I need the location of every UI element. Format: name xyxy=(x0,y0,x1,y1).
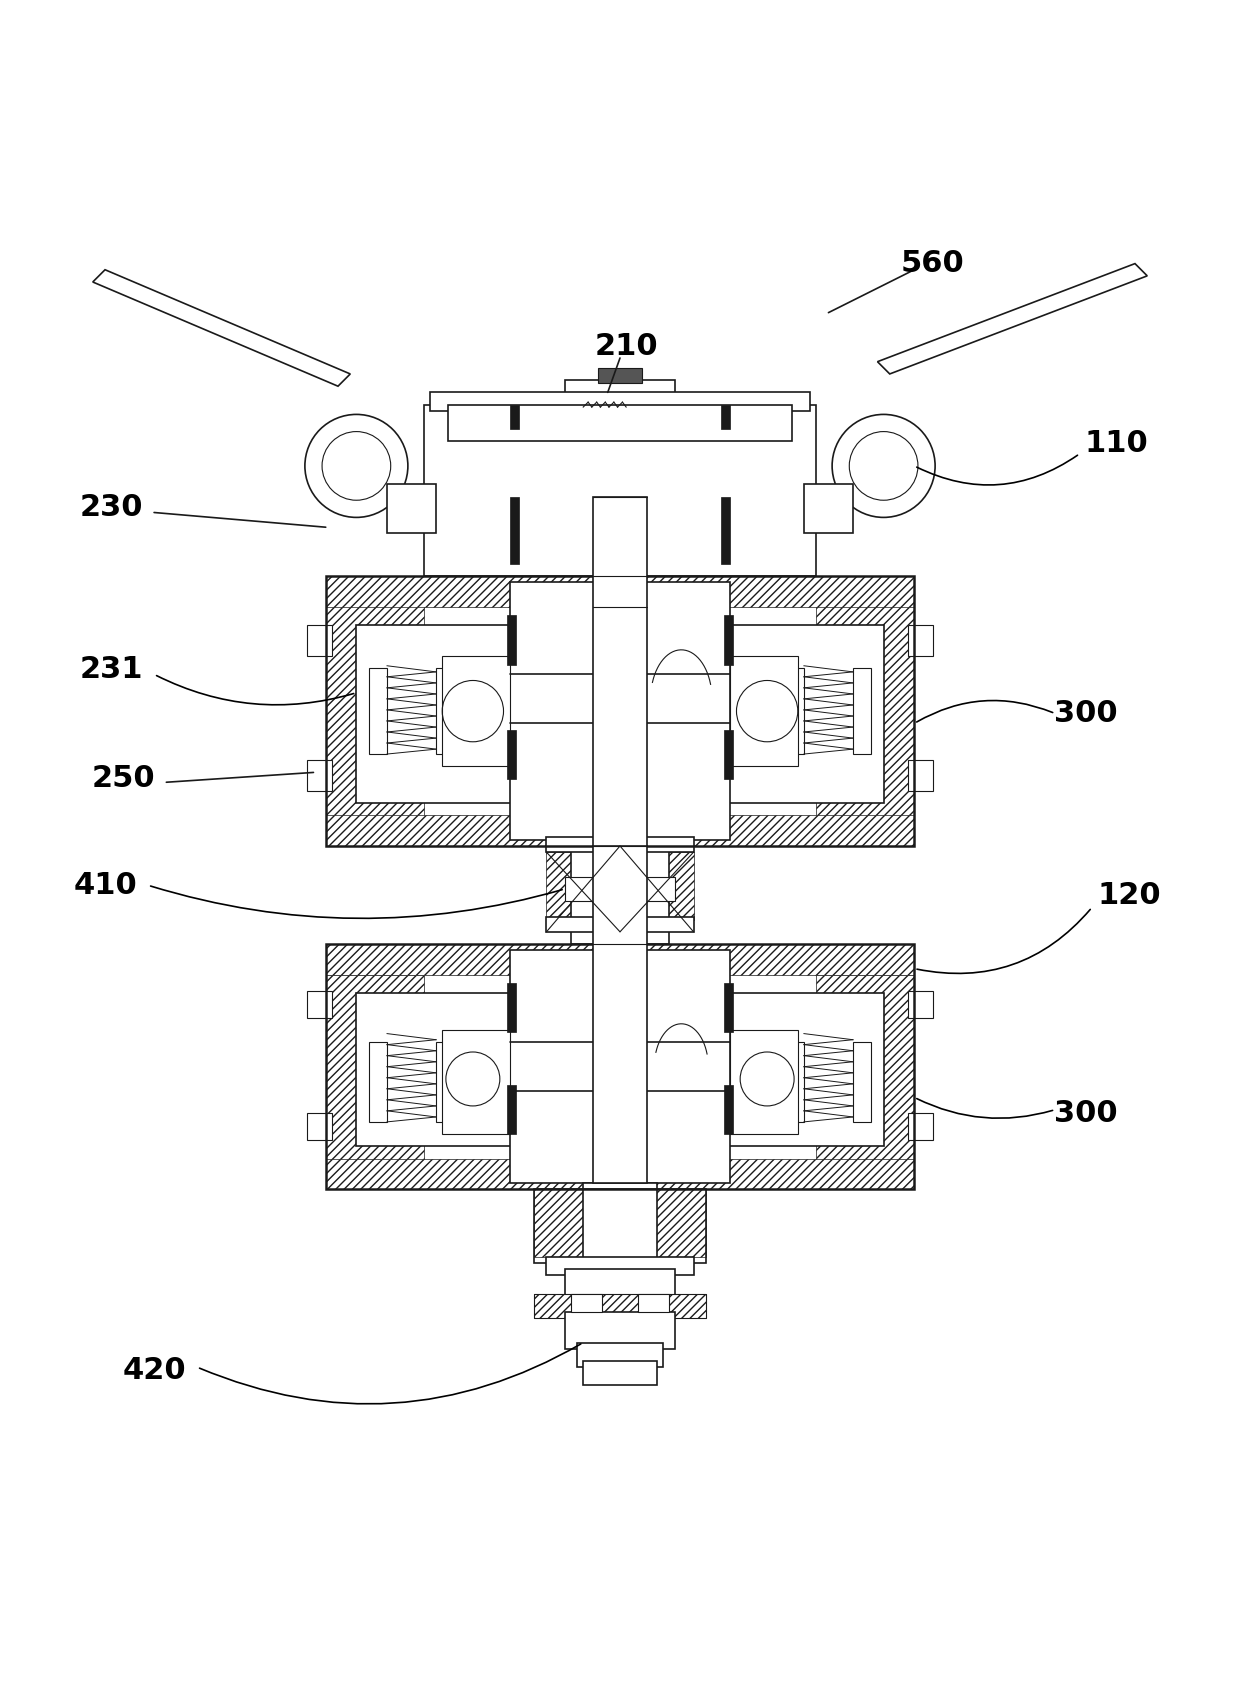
Bar xyxy=(724,983,733,1032)
Bar xyxy=(326,577,914,607)
Bar xyxy=(368,1042,387,1122)
Bar xyxy=(908,1113,932,1140)
Bar xyxy=(565,1311,675,1349)
Bar xyxy=(308,626,332,656)
Bar xyxy=(785,668,804,755)
Bar xyxy=(510,582,730,839)
Bar xyxy=(507,1085,516,1134)
Bar xyxy=(326,577,424,846)
Bar xyxy=(510,951,730,1183)
Bar xyxy=(724,1085,733,1134)
Bar xyxy=(816,975,914,1189)
Text: 230: 230 xyxy=(79,492,143,523)
Bar xyxy=(908,626,932,656)
Bar xyxy=(645,876,675,902)
Bar xyxy=(387,484,436,533)
Bar xyxy=(853,1042,872,1122)
Bar xyxy=(443,656,510,766)
Bar xyxy=(510,496,520,563)
Bar xyxy=(368,668,387,755)
Bar xyxy=(326,944,914,975)
Polygon shape xyxy=(878,264,1147,374)
Bar xyxy=(785,1042,804,1122)
Polygon shape xyxy=(93,269,350,386)
Bar xyxy=(570,1293,601,1311)
Bar xyxy=(547,838,693,853)
Bar xyxy=(308,760,332,790)
Bar xyxy=(430,393,810,411)
Text: 300: 300 xyxy=(1054,1098,1117,1129)
Bar xyxy=(720,496,730,563)
Bar xyxy=(724,616,733,665)
Text: 110: 110 xyxy=(1085,430,1148,459)
Bar xyxy=(326,577,914,846)
Bar xyxy=(436,1042,455,1122)
Bar xyxy=(534,1293,706,1318)
Bar xyxy=(583,1360,657,1386)
Bar xyxy=(326,975,424,1189)
Text: 231: 231 xyxy=(79,655,143,684)
Bar xyxy=(443,1030,510,1134)
Text: 120: 120 xyxy=(1097,880,1161,910)
Bar xyxy=(356,626,528,804)
Text: 250: 250 xyxy=(92,765,155,794)
Bar xyxy=(570,839,670,944)
Bar xyxy=(308,1113,332,1140)
Bar xyxy=(639,1293,670,1311)
Bar xyxy=(326,944,914,1189)
Bar xyxy=(565,1269,675,1299)
Bar xyxy=(507,729,516,778)
Bar xyxy=(424,404,816,577)
Bar xyxy=(816,577,914,846)
Bar xyxy=(534,1189,706,1262)
Bar xyxy=(326,1159,914,1189)
Bar xyxy=(720,404,730,430)
Bar xyxy=(598,367,642,382)
Bar xyxy=(547,1257,693,1276)
Bar xyxy=(547,853,693,919)
Bar xyxy=(908,992,932,1017)
Bar xyxy=(724,729,733,778)
Bar xyxy=(804,484,853,533)
Bar xyxy=(534,1189,706,1257)
Bar xyxy=(730,656,797,766)
Bar xyxy=(730,1030,797,1134)
Text: 410: 410 xyxy=(73,871,136,900)
Bar xyxy=(449,404,791,442)
Bar xyxy=(565,381,675,411)
Text: 560: 560 xyxy=(900,249,965,277)
Text: 300: 300 xyxy=(1054,699,1117,728)
Bar xyxy=(308,992,332,1017)
Bar xyxy=(583,1183,657,1262)
Bar xyxy=(712,993,884,1147)
Bar xyxy=(430,416,516,563)
Bar xyxy=(326,816,914,846)
Bar xyxy=(712,626,884,804)
Text: 210: 210 xyxy=(594,332,658,362)
Bar xyxy=(507,616,516,665)
Bar xyxy=(547,917,693,932)
Text: 420: 420 xyxy=(123,1357,186,1386)
Bar xyxy=(589,404,651,496)
Bar xyxy=(853,668,872,755)
Bar xyxy=(577,1342,663,1367)
Bar xyxy=(507,983,516,1032)
Bar xyxy=(593,846,647,1183)
Bar xyxy=(724,416,810,563)
Bar xyxy=(565,876,595,902)
Bar xyxy=(908,760,932,790)
Bar xyxy=(593,496,647,846)
Bar xyxy=(510,404,520,430)
Bar xyxy=(534,1293,706,1318)
Bar xyxy=(356,993,528,1147)
Bar xyxy=(436,668,455,755)
